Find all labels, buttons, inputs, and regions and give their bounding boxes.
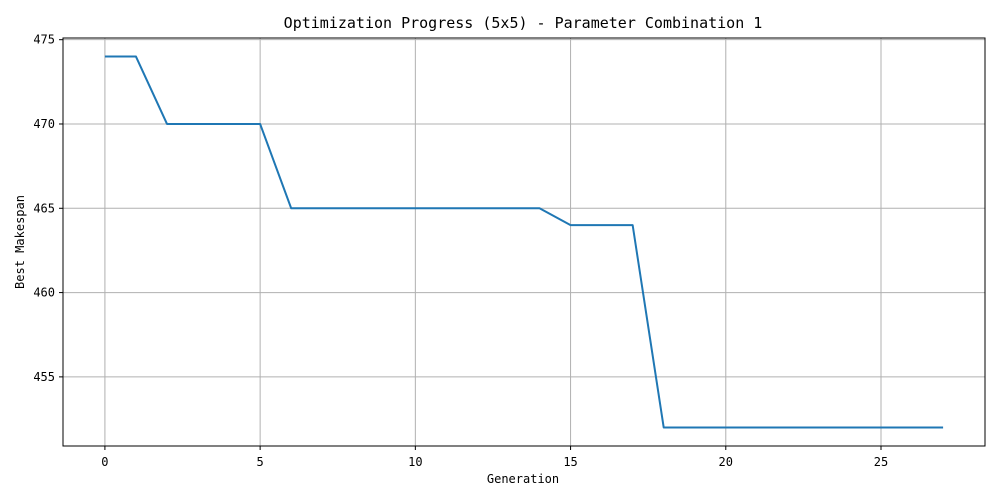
x-tick-label: 10 (408, 455, 422, 469)
series-layer (104, 55, 944, 429)
x-tick-label: 5 (257, 455, 264, 469)
x-axis-title: Generation (487, 472, 559, 486)
x-tick-label: 25 (874, 455, 888, 469)
y-tick-label: 455 (33, 370, 55, 384)
axis-ticks: 0 5 10 15 20 25 455 460 465 470 475 (33, 33, 888, 469)
y-tick-label: 475 (33, 33, 55, 47)
y-axis-title: Best Makespan (13, 195, 27, 289)
y-tick-label: 470 (33, 117, 55, 131)
x-tick-label: 20 (719, 455, 733, 469)
series-line-0 (104, 55, 944, 429)
y-tick-label: 460 (33, 286, 55, 300)
grid (63, 38, 985, 446)
plot-area-frame (62, 37, 986, 447)
chart-title: Optimization Progress (5x5) - Parameter … (284, 14, 763, 32)
x-tick-label: 15 (563, 455, 577, 469)
y-tick-label: 465 (33, 201, 55, 215)
x-tick-label: 0 (101, 455, 108, 469)
